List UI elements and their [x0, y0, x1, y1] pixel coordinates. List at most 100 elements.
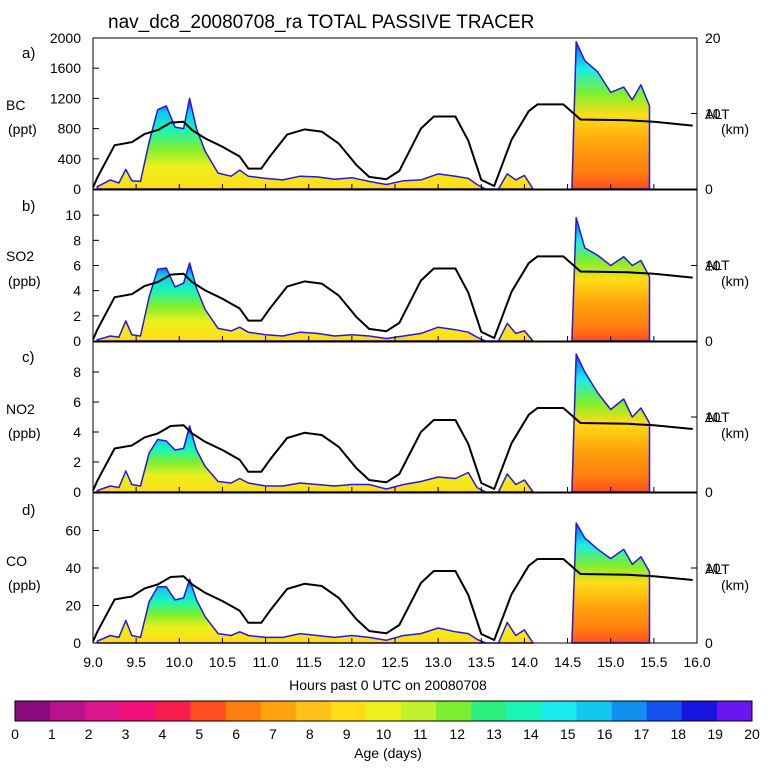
panel-label: d): [22, 502, 35, 519]
y-tick-label: 20: [65, 598, 81, 614]
altitude-line: [92, 407, 693, 491]
x-tick-label: 11.0: [252, 654, 278, 670]
x-tick-label: 13.0: [425, 654, 452, 670]
colorbar-swatch: [471, 701, 507, 721]
tracer-area-late: [571, 522, 651, 644]
colorbar-tick-label: 15: [560, 726, 576, 742]
unit-label: (ppb): [8, 577, 41, 593]
tracer-area-late: [571, 216, 651, 342]
colorbar-tick-label: 11: [413, 726, 428, 742]
colorbar-swatch: [330, 701, 367, 721]
alt-tick-label: 10: [705, 106, 721, 122]
y-tick-label: 8: [73, 364, 81, 380]
colorbar-swatch: [295, 701, 332, 721]
colorbar-swatch: [120, 701, 156, 721]
x-tick-label: 15.5: [640, 654, 667, 670]
y-tick-label: 0: [73, 635, 81, 651]
colorbar-tick-label: 5: [195, 726, 203, 742]
unit-label: (ppb): [8, 425, 41, 441]
y-tick-label: 6: [73, 394, 81, 410]
alt-tick-label: 20: [705, 30, 721, 46]
colorbar-swatch: [716, 701, 753, 721]
panel-b-so2: b) SO2 (ppb) ALT (km) 0 2 4 6 8 10 0 10: [6, 189, 749, 349]
y-tick-label: 4: [73, 283, 81, 299]
panel-label: b): [22, 198, 35, 215]
colorbar-tick-label: 16: [597, 726, 613, 742]
x-tick-label: 12.5: [381, 654, 408, 670]
colorbar-tick-label: 18: [671, 726, 687, 742]
alt-tick-label: 0: [705, 484, 713, 500]
y-tick-label: 8: [73, 232, 81, 248]
y-tick-label: 2000: [50, 30, 81, 46]
unit-label: (ppb): [8, 273, 41, 289]
colorbar-swatch: [611, 701, 648, 721]
x-axis-label: Hours past 0 UTC on 20080708: [289, 677, 487, 693]
tracer-area-early: [96, 578, 534, 644]
y-tick-label: 6: [73, 258, 81, 274]
y-tick-label: 10: [65, 207, 81, 223]
y-tick-label: 800: [58, 121, 82, 137]
y-tick-label: 0: [73, 333, 81, 349]
x-tick-label: 11.5: [296, 654, 322, 670]
alt-tick-label: 10: [705, 258, 721, 274]
colorbar-label: Age (days): [354, 745, 422, 761]
colorbar-frame: [14, 700, 753, 722]
colorbar-swatch: [50, 701, 86, 721]
panel-a-bc: a) BC (ppt) ALT (km) 0 400 800 1200 1600 2000…: [6, 30, 749, 197]
alt-tick-label: 10: [705, 409, 721, 425]
colorbar-swatch: [15, 701, 51, 721]
colorbar-tick-label: 10: [376, 726, 392, 742]
colorbar-tick-label: 6: [232, 726, 240, 742]
tracer-area-late: [571, 41, 651, 190]
colorbar-swatch: [681, 701, 718, 721]
y-tick-label: 0: [73, 181, 81, 197]
x-tick-label: 16.0: [683, 654, 710, 670]
colorbar-tick-label: 7: [269, 726, 277, 742]
colorbar-swatch: [260, 701, 297, 721]
altitude-line: [92, 255, 693, 340]
colorbar-swatch: [506, 701, 542, 721]
y-tick-label: 4: [73, 424, 81, 440]
y-tick-label: 2: [73, 308, 81, 324]
colorbar-tick-label: 4: [159, 726, 167, 742]
species-label: BC: [6, 97, 25, 113]
alt-label: ALT: [705, 106, 730, 122]
colorbar-swatch: [541, 701, 578, 721]
colorbar-tick-label: 14: [523, 726, 539, 742]
tracer-area-early: [96, 425, 534, 493]
colorbar-swatch: [155, 701, 191, 721]
colorbar-tick-label: 19: [707, 726, 723, 742]
colorbar-swatch: [190, 701, 227, 721]
x-tick-label: 15.0: [597, 654, 624, 670]
alt-tick-label: 0: [705, 333, 713, 349]
species-label: NO2: [6, 401, 35, 417]
x-tick-label: 13.5: [468, 654, 495, 670]
colorbar-tick-label: 3: [122, 726, 130, 742]
alt-unit-label: (km): [721, 121, 749, 137]
tracer-area-early: [96, 262, 534, 342]
alt-unit-label: (km): [721, 273, 749, 289]
alt-label: ALT: [705, 561, 730, 577]
x-axis: 9.0 9.5 10.0 10.5 11.0 11.5 12.0 12.5 13.0 13.5 14…: [83, 654, 711, 670]
species-label: SO2: [6, 248, 34, 264]
colorbar-swatch: [646, 701, 683, 721]
colorbar-tick-label: 13: [486, 726, 502, 742]
altitude-line: [92, 103, 693, 188]
x-tick-label: 10.5: [209, 654, 236, 670]
colorbar-tick-label: 1: [48, 726, 56, 742]
y-tick-label: 1600: [50, 60, 81, 76]
colorbar-swatch: [576, 701, 613, 721]
alt-unit-label: (km): [721, 577, 749, 593]
alt-tick-label: 0: [705, 635, 713, 651]
age-colorbar: 0 1 2 3 4 5 6 7 8 9 10 11 12 13 14 15 16 17 18 19 20: [11, 700, 760, 742]
x-tick-label: 14.5: [554, 654, 581, 670]
colorbar-swatch: [365, 701, 402, 721]
species-label: CO: [6, 553, 27, 569]
x-tick-label: 12.0: [338, 654, 365, 670]
panel-c-no2: c) NO2 (ppb) ALT (km) 0 2 4 6 8 0 10: [6, 341, 749, 500]
x-tick-label: 14.0: [511, 654, 538, 670]
unit-label: (ppt): [8, 121, 37, 137]
colorbar-tick-label: 20: [744, 726, 760, 742]
y-tick-label: 0: [73, 484, 81, 500]
